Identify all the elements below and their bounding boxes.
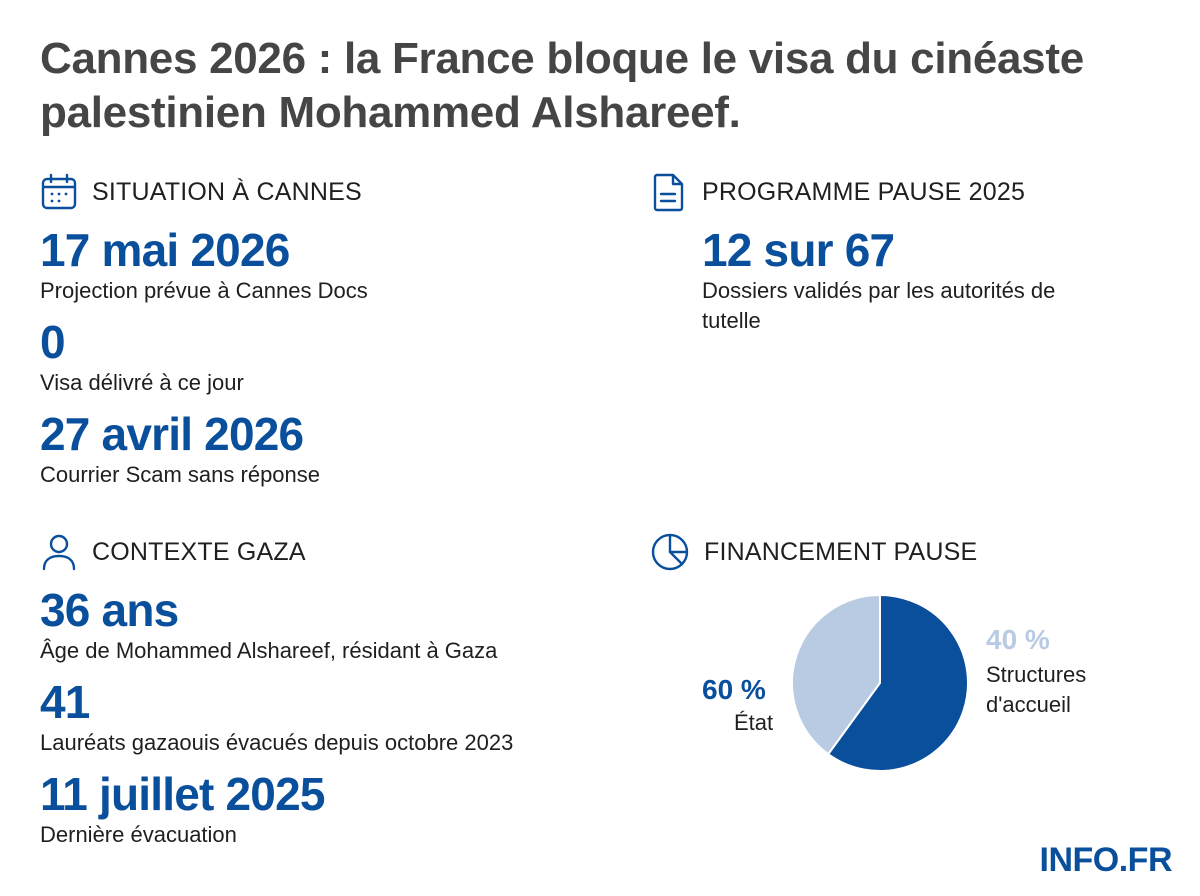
- pie-svg: [791, 593, 969, 772]
- stat: 0 Visa délivré à ce jour: [40, 316, 600, 398]
- document-icon: [653, 173, 684, 212]
- slice-value-label: 40 %: [986, 624, 1050, 655]
- slice-value-label: 60 %: [702, 674, 766, 705]
- section-contexte: CONTEXTE GAZA 36 ans Âge de Mohammed Als…: [40, 532, 640, 850]
- stat-label: Dossiers validés par les autorités de tu…: [702, 278, 1056, 333]
- section-situation: SITUATION À CANNES 17 mai 2026 Projectio…: [40, 172, 600, 490]
- stat: 36 ans Âge de Mohammed Alshareef, résida…: [40, 584, 640, 666]
- stat: 41 Lauréats gazaouis évacués depuis octo…: [40, 676, 640, 758]
- section-title: FINANCEMENT PAUSE: [704, 537, 978, 566]
- section-title: PROGRAMME PAUSE 2025: [702, 177, 1026, 206]
- stat-value: 27 avril 2026: [40, 408, 304, 460]
- stat-label: Lauréats gazaouis évacués depuis octobre…: [40, 730, 514, 755]
- pie-chart: 60 % État 40 % Structures d'accueil: [640, 590, 1140, 790]
- stat-label: Visa délivré à ce jour: [40, 370, 244, 395]
- pie-chart-icon: [651, 533, 689, 571]
- brand-logo: INFO.FR: [1039, 841, 1173, 879]
- stat-label: Projection prévue à Cannes Docs: [40, 278, 368, 303]
- stat: 27 avril 2026 Courrier Scam sans réponse: [40, 408, 600, 490]
- stat-label: Courrier Scam sans réponse: [40, 462, 321, 487]
- calendar-icon: [41, 173, 77, 210]
- section-title: CONTEXTE GAZA: [92, 537, 306, 566]
- stat-value: 12 sur 67: [702, 224, 895, 276]
- stat: 17 mai 2026 Projection prévue à Cannes D…: [40, 224, 600, 306]
- pie-slice-structures: [791, 593, 881, 756]
- stat-value: 36 ans: [40, 584, 179, 636]
- section-financement: FINANCEMENT PAUSE: [650, 532, 1150, 572]
- stat-value: 11 juillet 2025: [40, 768, 325, 820]
- stat-value: 17 mai 2026: [40, 224, 290, 276]
- stat-value: 41: [40, 676, 90, 728]
- slice-name-label: Structures d'accueil: [986, 662, 1087, 717]
- stat-label: Âge de Mohammed Alshareef, résidant à Ga…: [40, 638, 498, 663]
- person-icon: [42, 534, 76, 571]
- slice-name-label: État: [734, 710, 774, 735]
- section-programme: PROGRAMME PAUSE 2025 12 sur 67 Dossiers …: [650, 172, 1090, 336]
- page-title: Cannes 2026 : la France bloque le visa d…: [40, 34, 1084, 137]
- stat: 12 sur 67 Dossiers validés par les autor…: [650, 224, 1090, 336]
- stat: 11 juillet 2025 Dernière évacuation: [40, 768, 640, 850]
- stat-value: 0: [40, 316, 66, 368]
- pie-slice-etat: [826, 593, 969, 772]
- section-title: SITUATION À CANNES: [92, 177, 362, 206]
- stat-label: Dernière évacuation: [40, 822, 237, 847]
